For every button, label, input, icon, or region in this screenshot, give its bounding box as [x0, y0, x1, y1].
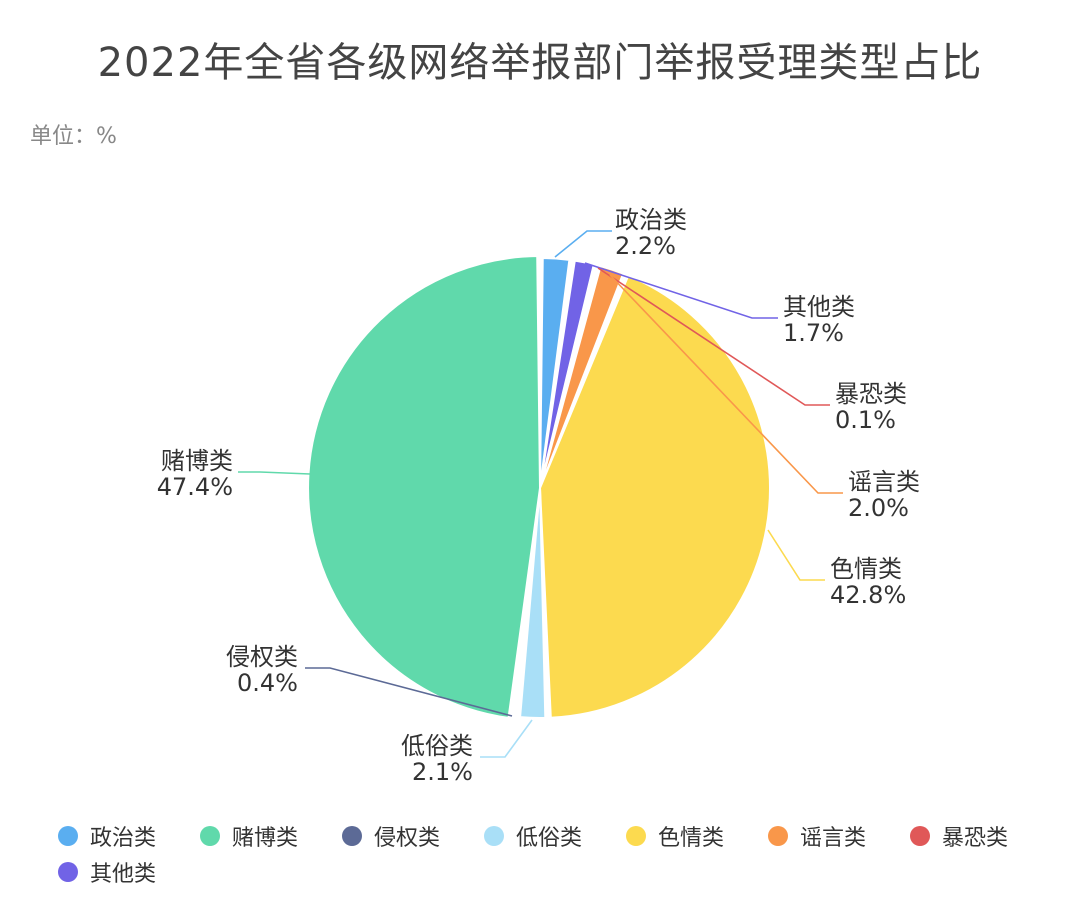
legend-label-3: 侵权类	[374, 826, 441, 851]
leader-line-5	[767, 529, 825, 581]
legend-swatch-7	[910, 826, 930, 846]
legend-item-6[interactable]: 谣言类	[768, 818, 910, 854]
legend-swatch-8	[58, 862, 78, 882]
slice-name-label-3: 侵权类	[226, 643, 298, 671]
legend-label-5: 色情类	[658, 826, 725, 851]
slice-value-label-1: 2.2%	[615, 232, 676, 260]
legend-label-6: 谣言类	[800, 826, 867, 851]
slice-name-label-7: 暴恐类	[835, 380, 907, 408]
legend-swatch-6	[768, 826, 788, 846]
slice-value-label-2: 47.4%	[157, 473, 233, 501]
pie-slice-2	[307, 255, 541, 719]
legend-label-2: 赌博类	[232, 826, 299, 851]
leader-line-2	[238, 471, 311, 475]
chart-title: 2022年全省各级网络举报部门举报受理类型占比	[97, 40, 983, 86]
leader-line-8	[584, 262, 778, 319]
legend-label-8: 其他类	[90, 862, 157, 887]
pie-slice-4	[519, 487, 547, 719]
slice-name-label-2: 赌博类	[161, 447, 233, 475]
legend-item-8[interactable]: 其他类	[58, 854, 200, 890]
leader-line-7	[597, 267, 830, 406]
legend-label-1: 政治类	[90, 826, 157, 851]
legend-swatch-3	[342, 826, 362, 846]
slice-value-label-4: 2.1%	[412, 758, 473, 786]
legend-label-4: 低俗类	[516, 826, 583, 851]
slice-value-label-5: 42.8%	[830, 581, 906, 609]
pie-slice-6	[539, 265, 625, 489]
chart-legend: 政治类 赌博类 侵权类 低俗类 色情类 谣言类 暴恐类其他类	[58, 818, 1058, 890]
legend-item-3[interactable]: 侵权类	[342, 818, 484, 854]
legend-swatch-5	[626, 826, 646, 846]
legend-swatch-4	[484, 826, 504, 846]
legend-item-2[interactable]: 赌博类	[200, 818, 342, 854]
leader-line-1	[554, 230, 612, 258]
legend-item-5[interactable]: 色情类	[626, 818, 768, 854]
slice-name-label-4: 低俗类	[401, 732, 473, 760]
unit-label: 单位：%	[30, 124, 117, 149]
pie-slice-1	[539, 257, 571, 489]
pie-slice-5	[539, 274, 771, 719]
legend-item-4[interactable]: 低俗类	[484, 818, 626, 854]
slice-name-label-1: 政治类	[615, 206, 687, 234]
slice-value-label-8: 1.7%	[783, 319, 844, 347]
leader-line-3	[305, 667, 513, 717]
legend-swatch-1	[58, 826, 78, 846]
slice-value-label-7: 0.1%	[835, 406, 896, 434]
slice-name-label-6: 谣言类	[848, 468, 920, 496]
slice-value-label-6: 2.0%	[848, 494, 909, 522]
pie-slice-3	[513, 487, 541, 718]
leader-line-6	[609, 274, 843, 494]
legend-label-7: 暴恐类	[942, 826, 1009, 851]
legend-item-1[interactable]: 政治类	[58, 818, 200, 854]
legend-swatch-2	[200, 826, 220, 846]
slice-name-label-5: 色情类	[830, 555, 902, 583]
slice-name-label-8: 其他类	[783, 293, 855, 321]
slice-value-label-3: 0.4%	[237, 669, 298, 697]
legend-item-7[interactable]: 暴恐类	[910, 818, 1052, 854]
leader-line-4	[480, 719, 533, 758]
